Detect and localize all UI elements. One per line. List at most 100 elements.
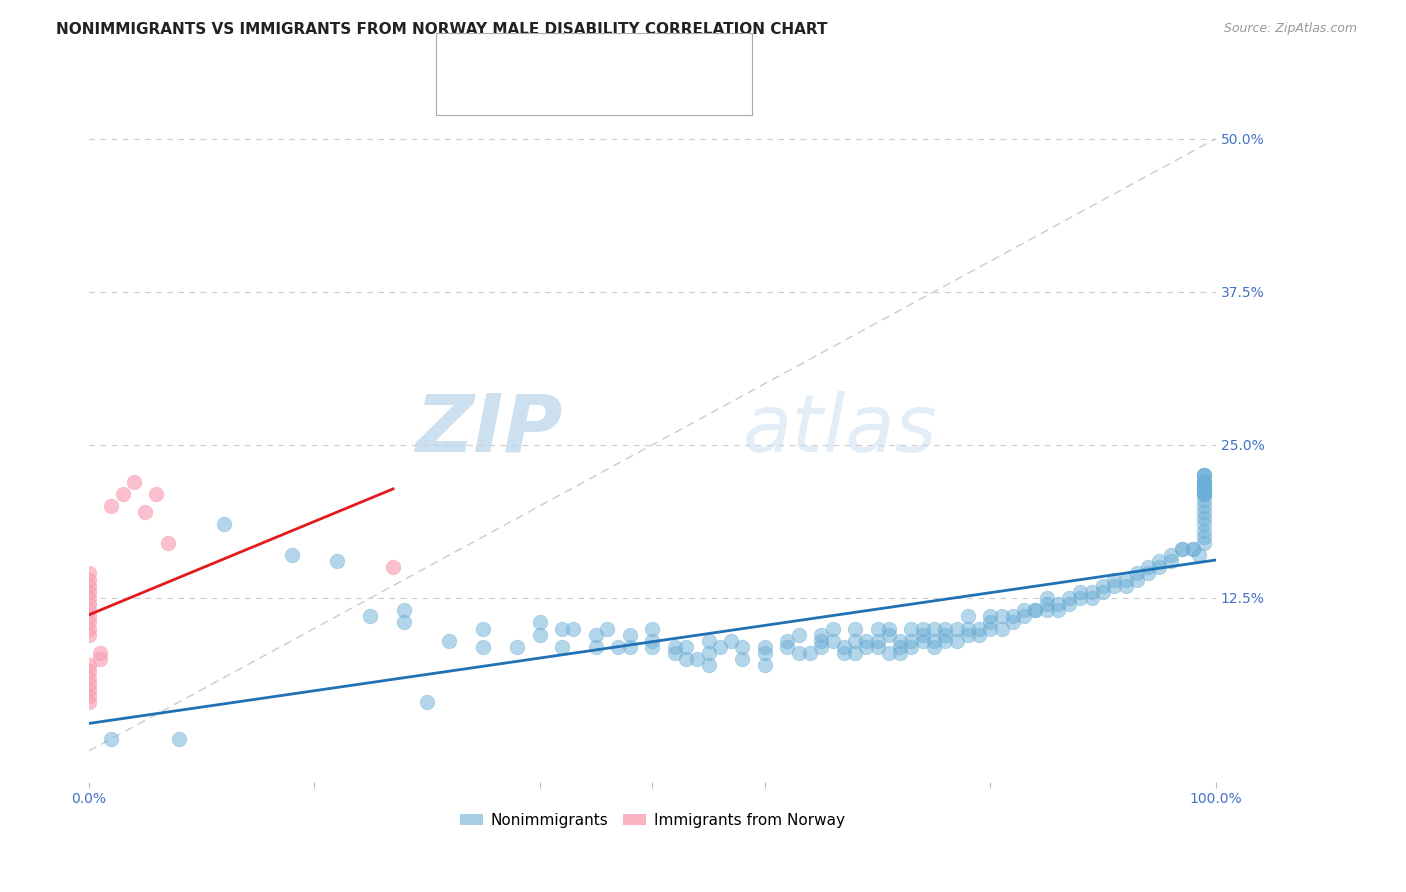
Point (1171, 541, 1194, 556)
Point (821, 622, 844, 636)
Point (77, 597, 100, 611)
Point (1035, 603, 1057, 617)
Point (1194, 468, 1216, 483)
Point (1194, 475, 1216, 489)
Point (1194, 487, 1216, 501)
Text: NONIMMIGRANTS VS IMMIGRANTS FROM NORWAY MALE DISABILITY CORRELATION CHART: NONIMMIGRANTS VS IMMIGRANTS FROM NORWAY … (56, 22, 828, 37)
Point (122, 475, 145, 489)
Point (641, 640, 664, 654)
Point (77, 622, 100, 636)
Point (77, 682, 100, 697)
Point (810, 628, 832, 642)
Point (787, 646, 810, 660)
Text: 0.138: 0.138 (516, 82, 564, 97)
Point (1092, 579, 1115, 593)
Point (1194, 505, 1216, 519)
Point (1046, 597, 1069, 611)
Point (77, 603, 100, 617)
Point (1160, 548, 1182, 562)
Point (889, 633, 911, 648)
Point (810, 640, 832, 654)
Point (77, 573, 100, 587)
Point (1080, 584, 1102, 599)
Point (167, 731, 190, 746)
Text: 27: 27 (605, 82, 631, 97)
Point (945, 633, 967, 648)
Point (934, 633, 956, 648)
Point (156, 536, 179, 550)
Point (1104, 579, 1126, 593)
Point (551, 622, 574, 636)
Point (77, 671, 100, 685)
Point (1126, 566, 1149, 581)
Point (889, 640, 911, 654)
Point (1137, 566, 1160, 581)
Point (709, 640, 731, 654)
Point (832, 640, 855, 654)
Point (787, 628, 810, 642)
Point (77, 615, 100, 630)
Point (585, 628, 607, 642)
Point (934, 628, 956, 642)
Point (77, 695, 100, 709)
Point (472, 640, 495, 654)
Point (77, 566, 100, 581)
Point (77, 609, 100, 624)
Point (967, 622, 990, 636)
Point (664, 640, 686, 654)
Point (697, 646, 720, 660)
Point (990, 609, 1012, 624)
Point (1194, 487, 1216, 501)
Legend: Nonimmigrants, Immigrants from Norway: Nonimmigrants, Immigrants from Norway (454, 806, 851, 834)
Point (1057, 597, 1080, 611)
Point (111, 487, 134, 501)
Point (1069, 591, 1091, 605)
Point (1092, 584, 1115, 599)
Text: N =: N = (569, 52, 603, 67)
Text: ■: ■ (454, 82, 471, 100)
Point (1194, 524, 1216, 538)
Point (754, 646, 776, 660)
Text: 150: 150 (605, 52, 637, 67)
Text: ZIP: ZIP (415, 391, 562, 468)
Point (1104, 573, 1126, 587)
Text: R =: R = (479, 52, 513, 67)
Point (1194, 468, 1216, 483)
Point (900, 622, 922, 636)
Point (866, 640, 889, 654)
Point (1194, 511, 1216, 525)
Point (979, 622, 1001, 636)
Point (641, 622, 664, 636)
Point (731, 652, 754, 666)
Point (1001, 609, 1024, 624)
Point (394, 615, 416, 630)
Point (1194, 517, 1216, 532)
Point (877, 622, 900, 636)
Point (1137, 560, 1160, 574)
Point (1126, 573, 1149, 587)
Point (1057, 591, 1080, 605)
Point (855, 633, 877, 648)
Point (100, 499, 122, 513)
Point (1069, 584, 1091, 599)
Point (1194, 481, 1216, 495)
Point (1194, 481, 1216, 495)
Point (145, 487, 167, 501)
Point (675, 652, 697, 666)
Point (325, 554, 347, 568)
Point (945, 622, 967, 636)
Text: R =: R = (479, 82, 513, 97)
Point (979, 615, 1001, 630)
Point (1194, 475, 1216, 489)
Point (1194, 536, 1216, 550)
Point (89, 652, 111, 666)
Point (585, 640, 607, 654)
Point (619, 640, 641, 654)
Point (1012, 609, 1035, 624)
Point (1182, 541, 1205, 556)
Point (967, 628, 990, 642)
Point (77, 658, 100, 673)
Point (1194, 530, 1216, 544)
Point (607, 640, 630, 654)
Point (1080, 591, 1102, 605)
